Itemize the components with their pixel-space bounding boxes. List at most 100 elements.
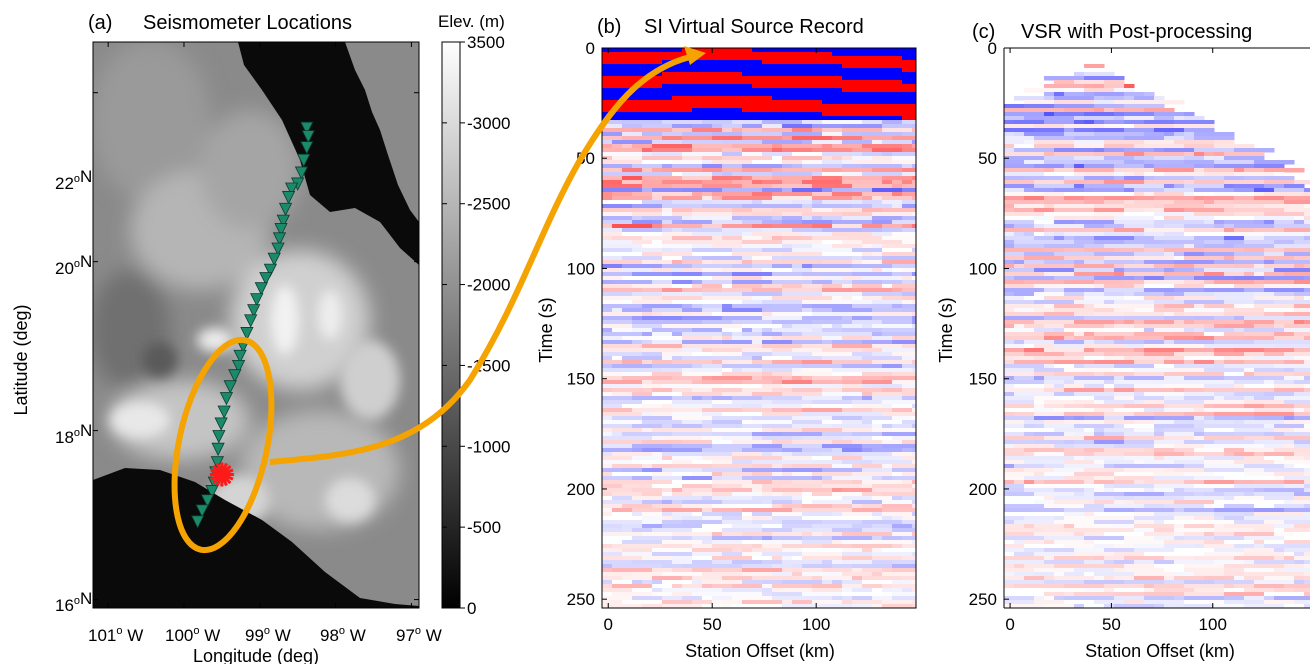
- station-marker: [214, 417, 228, 431]
- colorbar-tick-label: -2500: [467, 195, 510, 214]
- station-marker: [240, 327, 254, 341]
- record-b-x-axis-label: Station Offset (km): [685, 641, 835, 661]
- station-marker: [300, 121, 314, 136]
- station-marker: [228, 369, 242, 383]
- x-tick-label: 0: [1005, 615, 1014, 634]
- panel-a-title: Seismometer Locations: [143, 12, 352, 34]
- y-tick-label: 250: [969, 590, 997, 609]
- station-marker: [231, 359, 246, 374]
- x-tick-label: 100: [1199, 615, 1227, 634]
- station-marker: [272, 232, 287, 246]
- colorbar-tick-label: 3500: [467, 33, 505, 52]
- record-b-rows: [602, 48, 916, 608]
- elevation-colorbar: Elev. (m) 3500-3000-2500-2000-1500-1000-…: [438, 12, 510, 618]
- station-marker: [233, 349, 247, 364]
- station-marker: [200, 494, 215, 508]
- x-tick-label: 50: [703, 615, 722, 634]
- y-tick-label: 50: [978, 149, 997, 168]
- station-marker: [211, 442, 225, 457]
- x-tick-label: 50: [1102, 615, 1121, 634]
- panel-c-letter: (c): [972, 21, 995, 43]
- y-tick-label: 200: [567, 480, 595, 499]
- y-tick-label: 0: [586, 39, 595, 58]
- virtual-source-star: [209, 462, 234, 487]
- station-marker: [205, 485, 219, 499]
- panel-b-virtual-source-record: (b) SI Virtual Source Record 0 50 10005010…: [536, 16, 917, 661]
- y-tick-label: 22oN: [55, 167, 92, 193]
- panel-c-title: VSR with Post-processing: [1021, 21, 1252, 43]
- y-tick-label: 150: [969, 370, 997, 389]
- record-b-frame: [601, 47, 917, 609]
- station-marker: [254, 282, 268, 296]
- elevation-map: [93, 42, 419, 608]
- colorbar-tick-label: -1000: [467, 437, 510, 456]
- station-marker: [271, 242, 285, 256]
- x-tick-label: 100o W: [165, 625, 220, 645]
- y-tick-label: 100: [969, 259, 997, 278]
- x-tick-label: 99o W: [245, 625, 291, 645]
- station-marker: [247, 304, 261, 318]
- y-tick-label: 150: [567, 370, 595, 389]
- station-marker: [219, 392, 234, 406]
- station-marker: [276, 214, 290, 228]
- panel-a-map: (a) Seismometer Locations: [11, 12, 510, 664]
- station-marker: [190, 515, 205, 529]
- station-marker: [212, 430, 226, 444]
- station-marker: [210, 456, 224, 470]
- station-marker: [297, 153, 311, 168]
- y-tick-label: 100: [567, 259, 595, 278]
- station-marker: [223, 380, 237, 394]
- map-x-tick-labels: 101o W 100o W 99o W 98o W 97o W: [88, 625, 442, 645]
- y-tick-label: 18oN: [55, 421, 92, 447]
- map-y-axis-label: Latitude (deg): [11, 304, 31, 415]
- panel-b-letter: (b): [597, 16, 621, 38]
- station-marker: [217, 405, 231, 419]
- station-marker: [278, 202, 293, 217]
- x-tick-label: 100: [802, 615, 830, 634]
- record-c-rows: [1004, 64, 1310, 608]
- y-tick-label: 200: [969, 480, 997, 499]
- y-tick-label: 0: [988, 39, 997, 58]
- record-b-y-axis-label: Time (s): [536, 297, 556, 362]
- station-marker: [281, 191, 296, 205]
- panel-c-post-processed-record: (c) VSR with Post-processing 0 50 100 0 50 10…: [936, 21, 1310, 661]
- station-marker: [259, 272, 273, 286]
- record-c-ticks: 0 50 100 0 50 100 150 200 250: [969, 39, 1227, 634]
- station-marker: [300, 141, 314, 155]
- station-marker: [263, 263, 278, 277]
- colorbar-tick-label: -2000: [467, 276, 510, 295]
- station-marker: [284, 182, 299, 196]
- highlight-arrow: [269, 54, 691, 465]
- y-tick-label: 20oN: [55, 252, 92, 278]
- y-tick-label: 16oN: [55, 589, 92, 615]
- source-star-ray: [210, 468, 234, 481]
- map-y-tick-labels: 22oN 20oN 18oN 16oN: [55, 167, 92, 615]
- highlight-ellipse: [171, 336, 275, 554]
- map-x-axis-label: Longitude (deg): [193, 646, 319, 664]
- arrow-head: [684, 46, 706, 65]
- station-marker: [294, 166, 309, 180]
- station-marker: [274, 223, 288, 237]
- x-tick-label: 98o W: [320, 625, 366, 645]
- x-tick-label: 97o W: [396, 625, 442, 645]
- colorbar-tick-label: 0: [467, 599, 476, 618]
- colorbar-gradient: [441, 41, 461, 609]
- station-marker: [250, 293, 264, 307]
- panel-b-title: SI Virtual Source Record: [644, 16, 864, 38]
- station-marker: [244, 314, 258, 328]
- colorbar-tick-label: -3000: [467, 114, 510, 133]
- x-tick-label: 0: [604, 615, 613, 634]
- station-marker: [267, 252, 281, 267]
- record-c-y-axis-label: Time (s): [936, 297, 956, 362]
- x-tick-label: 101o W: [88, 625, 143, 645]
- map-frame: [92, 41, 420, 609]
- y-tick-label: 250: [567, 590, 595, 609]
- colorbar-label: Elev. (m): [438, 12, 505, 31]
- colorbar-tick-label: -500: [467, 518, 501, 537]
- record-c-x-axis-label: Station Offset (km): [1085, 641, 1235, 661]
- panel-a-letter: (a): [88, 12, 112, 34]
- station-marker: [195, 504, 209, 518]
- highlight-annotation: [171, 46, 706, 554]
